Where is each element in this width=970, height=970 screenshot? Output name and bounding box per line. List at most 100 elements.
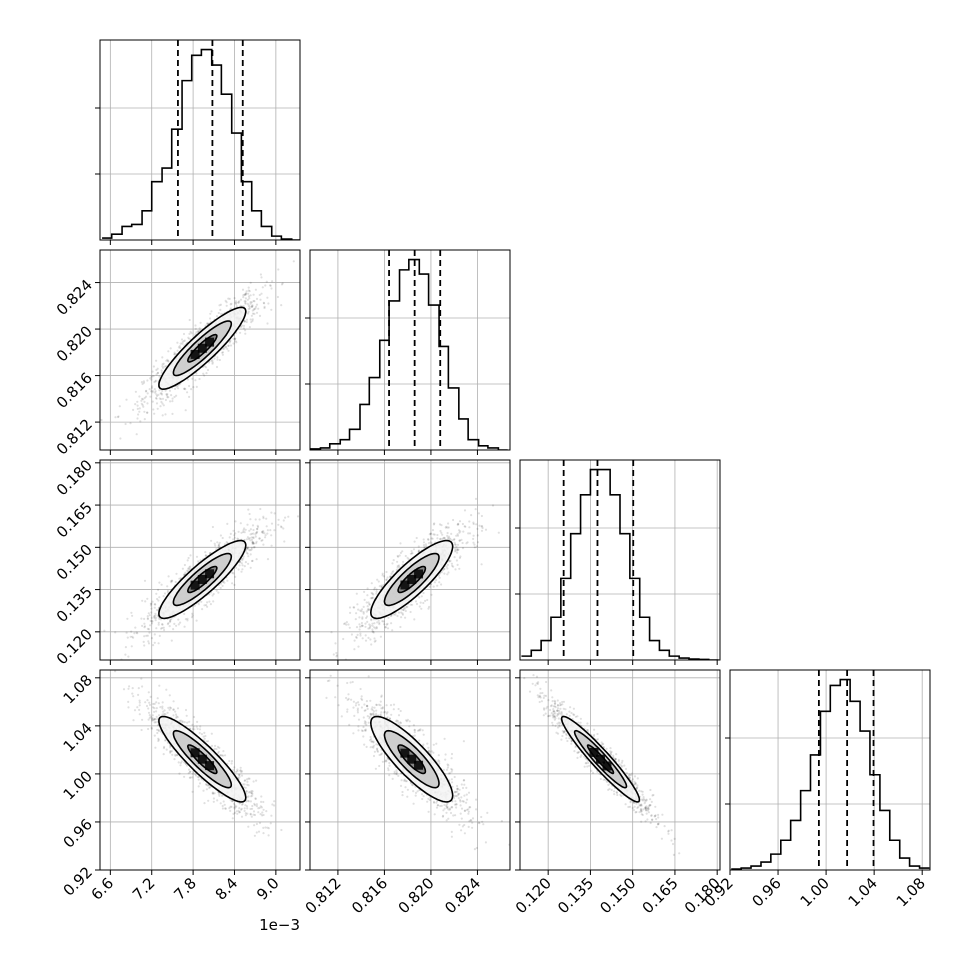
- sample-point: [163, 745, 166, 749]
- sample-point: [402, 608, 405, 612]
- sample-point: [475, 523, 478, 526]
- sample-point: [153, 641, 156, 644]
- sample-point: [140, 399, 143, 402]
- sample-point: [212, 592, 215, 596]
- sample-point: [152, 719, 155, 722]
- sample-point: [401, 613, 404, 616]
- sample-point: [260, 800, 263, 804]
- sample-point: [147, 718, 150, 721]
- sample-point: [477, 512, 480, 515]
- sample-point: [177, 346, 180, 349]
- sample-point: [246, 780, 249, 783]
- sample-point: [335, 651, 338, 655]
- sample-point: [447, 526, 450, 529]
- sample-point: [133, 709, 137, 712]
- sample-point: [143, 617, 146, 621]
- sample-point: [262, 515, 265, 518]
- sample-point: [193, 715, 196, 719]
- sample-point: [185, 764, 189, 767]
- sample-point: [160, 369, 163, 372]
- sample-point: [270, 534, 273, 537]
- sample-point: [456, 533, 459, 536]
- sample-point: [234, 337, 237, 340]
- sample-point: [481, 525, 484, 528]
- sample-point: [251, 542, 254, 545]
- sample-point: [127, 655, 130, 658]
- sample-point: [169, 746, 172, 749]
- sample-point: [250, 548, 253, 551]
- sample-point: [245, 778, 249, 781]
- sample-point: [262, 800, 265, 804]
- panel-frame: [99, 669, 301, 871]
- sample-point: [424, 543, 427, 546]
- sample-point: [154, 612, 157, 616]
- sample-point: [143, 625, 147, 628]
- sample-point: [180, 338, 184, 341]
- sample-point: [184, 708, 188, 712]
- sample-point: [222, 580, 225, 583]
- sample-point: [203, 365, 206, 368]
- sample-point: [227, 344, 230, 347]
- sample-point: [231, 800, 234, 803]
- sample-point: [171, 412, 174, 415]
- sample-point: [222, 754, 225, 757]
- sample-point: [361, 616, 364, 619]
- sample-point: [249, 294, 252, 297]
- sample-point: [264, 536, 267, 539]
- sample-point: [243, 320, 246, 323]
- sample-point: [157, 702, 160, 705]
- sample-point: [192, 386, 195, 389]
- sample-point: [359, 634, 362, 637]
- sample-point: [404, 616, 407, 619]
- sample-point: [262, 543, 265, 546]
- sample-point: [454, 547, 457, 550]
- sample-point: [440, 531, 443, 534]
- sample-point: [480, 529, 484, 532]
- sample-point: [456, 523, 459, 526]
- sample-point: [187, 336, 190, 339]
- sample-point: [195, 774, 198, 777]
- sample-point: [137, 693, 140, 697]
- sample-point: [242, 530, 245, 534]
- sample-point: [454, 543, 457, 546]
- sample-point: [194, 324, 197, 327]
- sample-point: [355, 592, 358, 595]
- sample-point: [261, 286, 264, 289]
- sample-point: [244, 297, 247, 300]
- sample-point: [452, 518, 455, 522]
- sample-point: [395, 568, 398, 572]
- sample-point: [250, 559, 254, 563]
- sample-point: [245, 547, 248, 550]
- sample-point: [457, 548, 460, 551]
- scatter-group: [114, 670, 283, 837]
- sample-point: [251, 542, 255, 545]
- sample-point: [241, 559, 244, 562]
- sample-point: [249, 807, 252, 811]
- sample-point: [142, 405, 145, 408]
- sample-point: [251, 524, 255, 527]
- sample-point: [205, 788, 208, 791]
- sample-point: [242, 555, 245, 558]
- sample-point: [383, 623, 386, 626]
- sample-point: [189, 770, 192, 773]
- sample-point: [228, 807, 231, 810]
- sample-point: [175, 715, 178, 718]
- sample-point: [181, 567, 184, 570]
- sample-point: [136, 400, 139, 403]
- sample-point: [358, 616, 361, 619]
- sample-point: [230, 762, 233, 765]
- sample-point: [254, 797, 257, 800]
- sample-point: [443, 568, 446, 571]
- sample-point: [181, 720, 184, 723]
- sample-point: [260, 539, 263, 542]
- sample-point: [233, 536, 236, 539]
- sample-point: [440, 571, 443, 574]
- y-tick-label: 0.135: [53, 583, 96, 626]
- sample-point: [217, 543, 220, 546]
- sample-point: [372, 631, 375, 634]
- sample-point: [151, 714, 154, 717]
- sample-point: [144, 395, 148, 398]
- sample-point: [140, 677, 143, 680]
- sample-point: [233, 534, 236, 537]
- sample-point: [161, 402, 164, 405]
